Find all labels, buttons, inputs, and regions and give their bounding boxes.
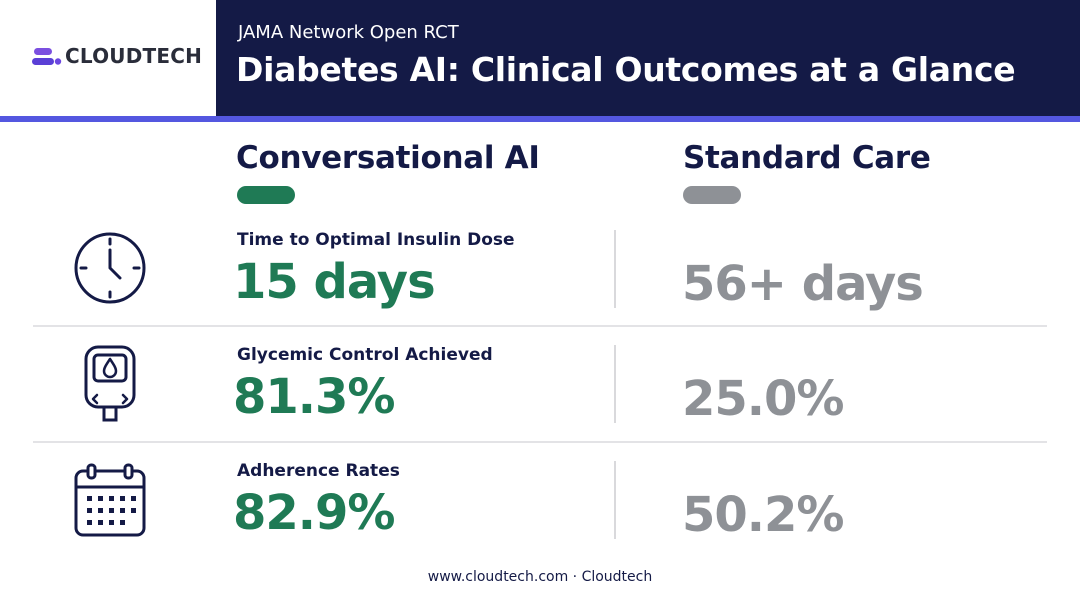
column-divider bbox=[614, 345, 616, 423]
page-title: Diabetes AI: Clinical Outcomes at a Glan… bbox=[236, 50, 1016, 89]
standard-value: 50.2% bbox=[682, 487, 845, 543]
ai-color-indicator bbox=[237, 186, 295, 204]
clock-icon bbox=[74, 232, 146, 304]
title-banner: JAMA Network Open RCT Diabetes AI: Clini… bbox=[216, 0, 1080, 116]
header: CLOUDTECH JAMA Network Open RCT Diabetes… bbox=[0, 0, 1080, 116]
metric-label: Time to Optimal Insulin Dose bbox=[237, 230, 515, 250]
brand-name: CLOUDTECH bbox=[65, 44, 203, 68]
ai-value: 81.3% bbox=[233, 369, 396, 425]
calendar-icon bbox=[74, 463, 146, 537]
row-divider bbox=[33, 325, 1047, 327]
cloudtech-logo-icon bbox=[32, 48, 62, 65]
standard-value: 56+ days bbox=[682, 256, 924, 312]
glucose-meter-icon bbox=[84, 345, 136, 422]
standard-value: 25.0% bbox=[682, 371, 845, 427]
metric-label: Adherence Rates bbox=[237, 461, 400, 481]
accent-bar bbox=[0, 116, 1080, 122]
row-divider bbox=[33, 441, 1047, 443]
metric-row-insulin: Time to Optimal Insulin Dose 15 days 56+… bbox=[0, 210, 1080, 326]
metric-label: Glycemic Control Achieved bbox=[237, 345, 493, 365]
brand-logo[interactable]: CLOUDTECH bbox=[0, 0, 216, 116]
footer-credit[interactable]: www.cloudtech.com · Cloudtech bbox=[427, 569, 653, 585]
column-divider bbox=[614, 230, 616, 308]
metric-row-adherence: Adherence Rates 82.9% 50.2% bbox=[0, 443, 1080, 559]
ai-value: 15 days bbox=[233, 254, 436, 310]
ai-value: 82.9% bbox=[233, 485, 396, 541]
header-subtitle: JAMA Network Open RCT bbox=[238, 22, 459, 43]
metric-row-glycemic: Glycemic Control Achieved 81.3% 25.0% bbox=[0, 327, 1080, 443]
column-header-standard: Standard Care bbox=[683, 140, 931, 176]
standard-color-indicator bbox=[683, 186, 741, 204]
column-header-ai: Conversational AI bbox=[236, 140, 540, 176]
column-divider bbox=[614, 461, 616, 539]
